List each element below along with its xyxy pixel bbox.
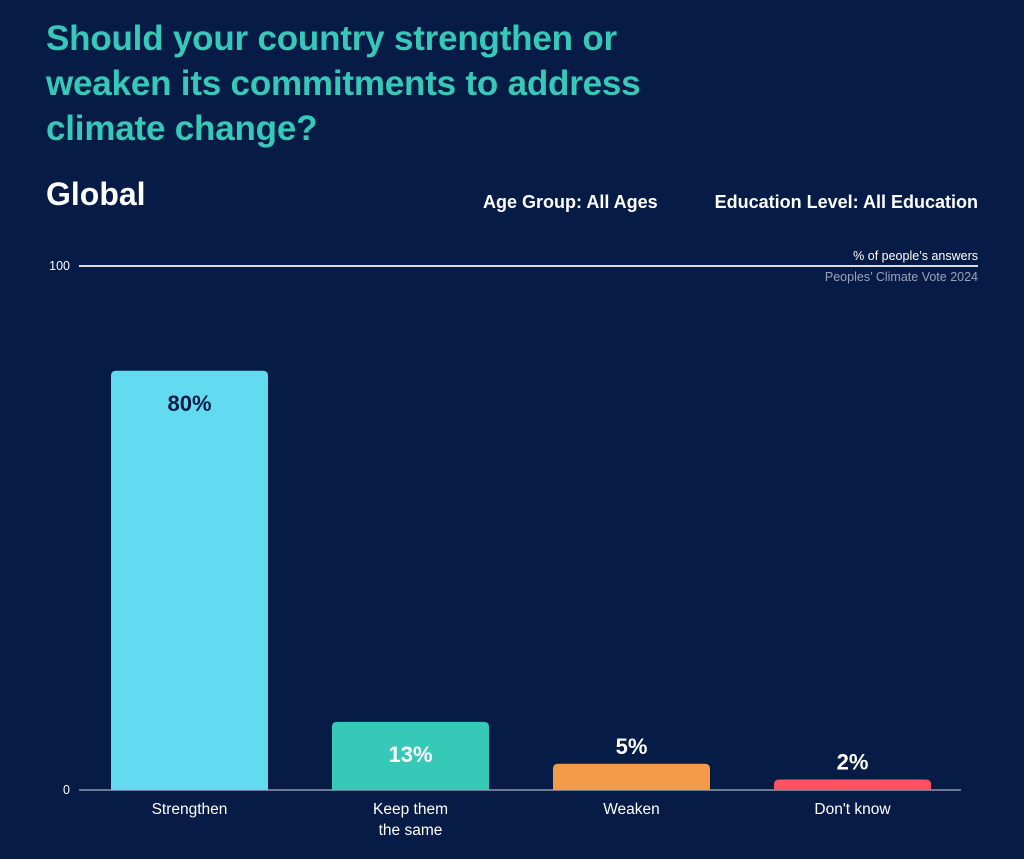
chart-title: Should your country strengthen or weaken… xyxy=(46,19,641,148)
bar-value-label: 5% xyxy=(616,734,648,759)
y-tick-label: 100 xyxy=(49,259,70,273)
bar[interactable] xyxy=(774,779,931,790)
region-title: Global xyxy=(46,176,146,212)
bar-value-label: 13% xyxy=(388,742,432,767)
bar-value-label: 2% xyxy=(837,750,869,775)
bar-value-label: 80% xyxy=(167,391,211,416)
x-category-label: Don't know xyxy=(814,801,891,818)
bar[interactable] xyxy=(332,721,489,790)
bar[interactable] xyxy=(111,370,268,790)
source-label: Peoples’ Climate Vote 2024 xyxy=(824,270,978,284)
x-category-label: Strengthen xyxy=(152,801,228,818)
x-category-label: Weaken xyxy=(603,801,660,818)
x-category-label: Keep them xyxy=(373,801,448,818)
unit-label: % of people’s answers xyxy=(853,249,978,263)
x-category-label: the same xyxy=(379,822,443,839)
bar[interactable] xyxy=(553,763,710,790)
age-group-filter[interactable]: Age Group: All Ages xyxy=(483,192,658,212)
y-tick-label: 0 xyxy=(63,783,70,797)
education-level-filter[interactable]: Education Level: All Education xyxy=(714,192,978,212)
